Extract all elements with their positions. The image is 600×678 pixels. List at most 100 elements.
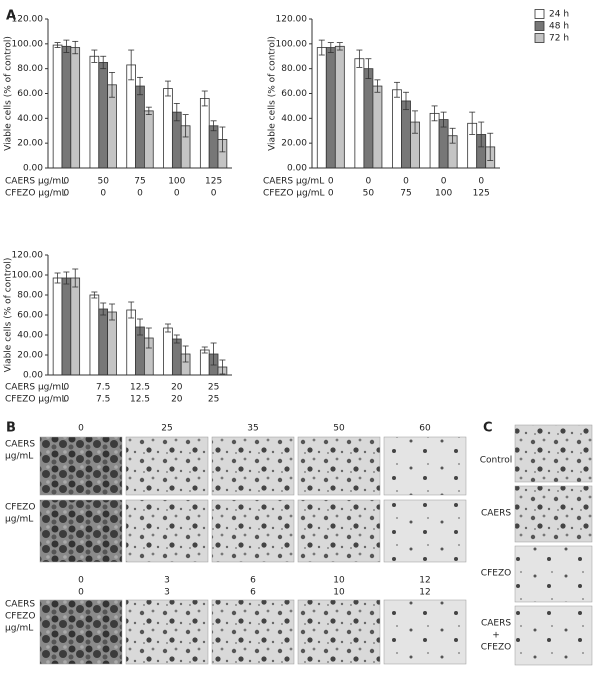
x-row-label: CFEZO µg/mL xyxy=(5,395,67,405)
bar xyxy=(70,47,81,169)
bar xyxy=(163,327,173,376)
x-tick-label: 0 xyxy=(174,189,180,199)
error-bar xyxy=(173,103,180,122)
legend-swatch xyxy=(534,9,545,19)
bar xyxy=(429,112,440,169)
panel-label: C xyxy=(483,421,493,436)
bar xyxy=(61,277,72,376)
x-tick-label: 0 xyxy=(328,177,334,187)
error-bar xyxy=(440,111,447,128)
y-tick-label: 60.00 xyxy=(281,89,307,99)
micrograph xyxy=(211,599,295,665)
x-row-label: CAERS µg/mL xyxy=(5,383,66,393)
x-tick-label: 0 xyxy=(64,189,70,199)
micrograph xyxy=(211,436,295,496)
concentration-label: 12 xyxy=(419,588,430,598)
y-tick-label: 80.00 xyxy=(281,64,307,74)
bar xyxy=(98,62,109,169)
y-tick-label: 100.00 xyxy=(12,39,44,49)
error-bar xyxy=(128,301,135,319)
row-label: Control xyxy=(480,456,513,466)
y-tick-label: 60.00 xyxy=(17,311,43,321)
error-bar xyxy=(210,120,217,132)
micrograph xyxy=(383,436,467,496)
error-bar xyxy=(91,291,98,299)
error-bar xyxy=(54,42,61,48)
legend-swatch xyxy=(534,21,545,31)
x-tick-label: 7.5 xyxy=(96,395,110,405)
x-tick-label: 20 xyxy=(171,383,183,393)
error-bar xyxy=(412,110,419,134)
bar xyxy=(135,85,145,169)
error-bar xyxy=(128,49,135,81)
concentration-label: 35 xyxy=(247,424,258,434)
concentration-label: 0 xyxy=(78,424,84,434)
x-tick-label: 25 xyxy=(208,395,219,405)
error-bar xyxy=(356,49,363,68)
y-axis-label: Viable cells (% of control) xyxy=(4,258,14,373)
y-axis-label: Viable cells (% of control) xyxy=(4,36,14,151)
x-row-label: CAERS µg/mL xyxy=(263,177,324,187)
x-tick-label: 0 xyxy=(403,177,409,187)
x-tick-label: 125 xyxy=(205,177,222,187)
micrograph xyxy=(514,605,593,666)
error-bar xyxy=(365,58,372,79)
concentration-label: 0 xyxy=(78,576,84,586)
bar xyxy=(126,64,136,169)
bar xyxy=(316,47,327,169)
x-tick-label: 100 xyxy=(168,177,185,187)
y-tick-label: 20.00 xyxy=(17,139,43,149)
error-bar xyxy=(145,106,152,116)
x-tick-label: 100 xyxy=(435,189,452,199)
error-bar xyxy=(219,126,226,153)
row-label: CAERS xyxy=(481,509,511,519)
panel-label: B xyxy=(6,421,16,436)
row-label: CAERS xyxy=(5,440,35,450)
x-tick-label: 12.5 xyxy=(130,395,150,405)
concentration-label: 0 xyxy=(78,588,84,598)
row-label: µg/mL xyxy=(5,624,33,634)
x-tick-label: 0 xyxy=(478,177,484,187)
error-bar xyxy=(219,359,226,375)
legend-swatch xyxy=(534,33,545,43)
micrograph xyxy=(383,499,467,563)
error-bar xyxy=(137,76,143,96)
concentration-label: 6 xyxy=(250,588,256,598)
error-bar xyxy=(403,91,409,111)
concentration-label: 3 xyxy=(164,588,170,598)
error-bar xyxy=(137,318,143,336)
error-bar xyxy=(478,121,485,148)
x-tick-label: 25 xyxy=(208,383,219,393)
x-tick-label: 75 xyxy=(134,177,145,187)
row-label: µg/mL xyxy=(5,452,33,462)
y-tick-label: 20.00 xyxy=(17,351,43,361)
x-tick-label: 0 xyxy=(100,189,106,199)
bar xyxy=(107,311,117,376)
error-bar xyxy=(182,114,189,138)
legend-label: 72 h xyxy=(549,34,569,44)
micrograph xyxy=(514,424,593,483)
error-bar xyxy=(164,80,171,97)
y-tick-label: 80.00 xyxy=(17,291,43,301)
micrograph xyxy=(297,599,381,665)
bar xyxy=(61,45,72,169)
row-label: µg/mL xyxy=(5,515,33,525)
row-label: + xyxy=(492,631,500,641)
error-bar xyxy=(72,268,79,288)
bar xyxy=(89,55,100,169)
bar xyxy=(208,125,219,169)
concentration-label: 6 xyxy=(250,576,256,586)
y-tick-label: 0.00 xyxy=(23,164,43,174)
bar xyxy=(354,58,365,169)
error-bar xyxy=(54,272,61,284)
x-tick-label: 0 xyxy=(64,383,70,393)
x-row-label: CFEZO µg/mL xyxy=(5,189,67,199)
bar xyxy=(98,308,109,376)
x-tick-label: 50 xyxy=(97,177,109,187)
bar xyxy=(70,277,81,376)
legend-label: 24 h xyxy=(549,10,569,20)
error-bar xyxy=(100,302,107,316)
error-bar xyxy=(164,323,171,333)
bar xyxy=(89,294,100,376)
